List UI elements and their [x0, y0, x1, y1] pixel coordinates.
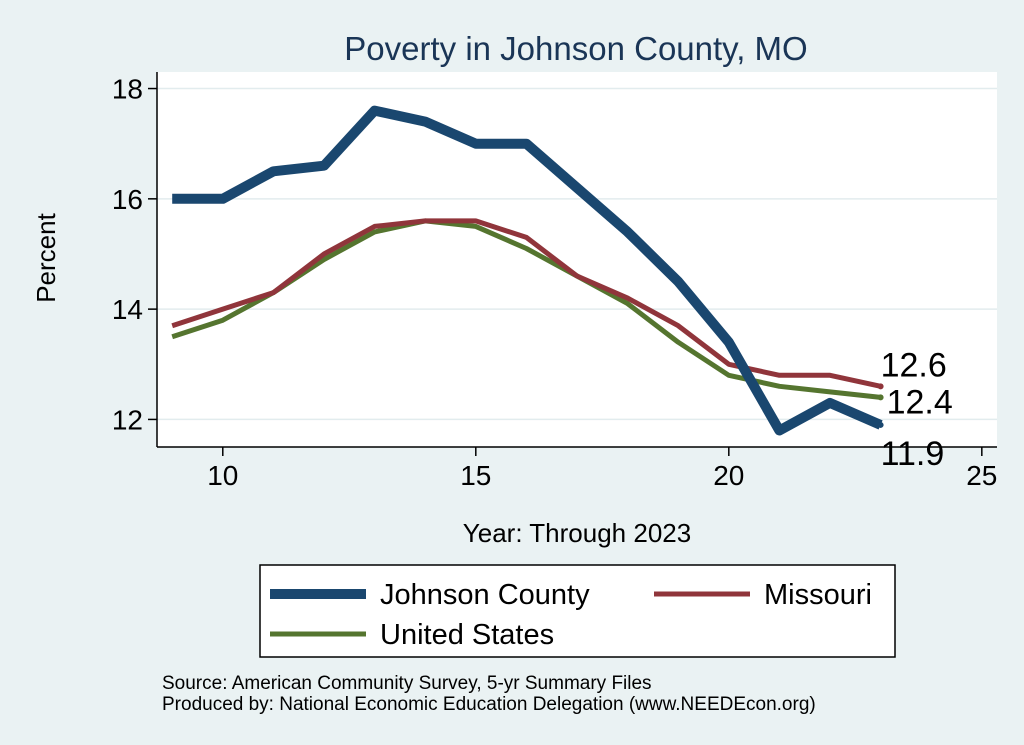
end-marker: [877, 421, 884, 428]
y-ticks: 12 14 16 18: [112, 74, 157, 435]
end-label: 12.6: [881, 346, 947, 384]
end-label: 12.4: [887, 383, 953, 421]
x-tick-label: 20: [713, 460, 744, 491]
y-tick-label: 16: [112, 184, 143, 215]
series-lines: [171, 105, 883, 436]
x-axis-label: Year: Through 2023: [463, 518, 691, 548]
x-ticks: 10 15 20 25: [207, 447, 997, 491]
axes: [156, 72, 997, 448]
source-line: Source: American Community Survey, 5-yr …: [162, 673, 652, 694]
series-line-johnson-county: [172, 105, 883, 436]
producer-line: Produced by: National Economic Education…: [162, 694, 816, 715]
legend-label: Missouri: [764, 579, 872, 611]
series-line-missouri: [171, 218, 882, 389]
legend-label: Johnson County: [380, 579, 590, 611]
x-tick-label: 10: [207, 460, 238, 491]
x-tick-label: 15: [460, 460, 491, 491]
y-tick-label: 14: [112, 294, 143, 325]
plot-area: [157, 72, 997, 447]
legend: Johnson County Missouri United States: [259, 564, 896, 658]
end-marker: [877, 383, 884, 390]
y-tick-label: 12: [112, 404, 143, 435]
y-tick-label: 18: [112, 74, 143, 105]
chart-title: Poverty in Johnson County, MO: [344, 30, 807, 67]
end-marker: [877, 394, 884, 401]
end-labels: 11.9 12.612.4: [877, 346, 953, 473]
legend-label: United States: [380, 619, 554, 651]
end-label: 11.9: [881, 435, 945, 473]
y-axis-label: Percent: [31, 212, 61, 302]
x-tick-label: 25: [966, 460, 997, 491]
legend-box: [259, 564, 896, 658]
